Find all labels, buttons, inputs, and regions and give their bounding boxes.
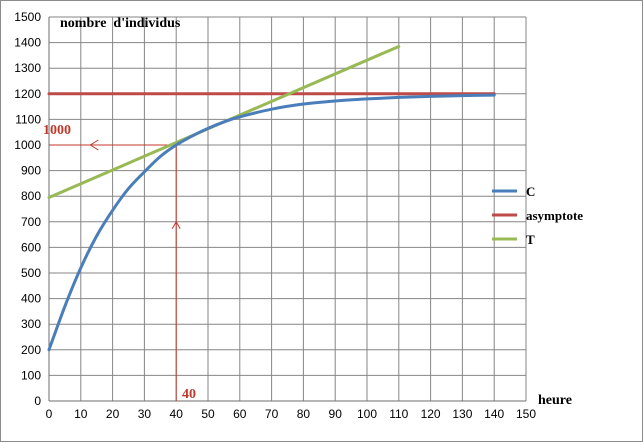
y-tick-labels: 0 100 200 300 400 500 600 700 800 900 1000 1100 1200… (14, 10, 41, 408)
series-lines (47, 44, 496, 352)
y-tick-label: 100 (21, 368, 41, 382)
annotation-up-arrow (171, 220, 181, 230)
y-tick-label: 600 (21, 240, 41, 254)
x-tick-label: 30 (138, 407, 152, 421)
annotation-40-label: 40 (182, 387, 196, 402)
x-tick-label: 10 (74, 407, 88, 421)
y-tick-label: 500 (21, 266, 41, 280)
x-tick-label: 40 (170, 407, 184, 421)
x-tick-label: 50 (201, 407, 215, 421)
x-tick-label: 110 (389, 407, 408, 421)
x-tick-label: 0 (46, 407, 53, 421)
y-tick-label: 1400 (14, 36, 41, 50)
grid (48, 16, 527, 402)
x-tick-label: 150 (516, 407, 536, 421)
y-tick-label: 1200 (14, 87, 41, 101)
legend-label-T: T (526, 232, 535, 247)
x-tick-label: 60 (233, 407, 247, 421)
legend-label-asymptote: asymptote (526, 208, 583, 223)
y-axis-title: nombre d'individus (60, 16, 181, 31)
annotation-lines (49, 139, 181, 401)
y-tick-label: 400 (21, 292, 41, 306)
annotation-left-arrow (89, 139, 99, 151)
y-tick-label: 700 (21, 215, 41, 229)
y-tick-label: 1100 (15, 112, 41, 126)
y-tick-label: 800 (21, 189, 41, 203)
legend-label-C: C (526, 184, 535, 199)
x-tick-label: 130 (452, 407, 472, 421)
x-tick-label: 70 (265, 407, 279, 421)
y-tick-label: 900 (21, 164, 41, 178)
x-axis-title: heure (538, 393, 572, 408)
x-tick-label: 90 (329, 407, 343, 421)
y-tick-label: 1500 (14, 10, 41, 24)
y-tick-label: 0 (34, 394, 41, 408)
x-tick-label: 80 (297, 407, 311, 421)
x-tick-label: 120 (421, 407, 441, 421)
y-tick-label: 1000 (14, 138, 41, 152)
annotation-1000-label: 1000 (43, 123, 71, 138)
x-tick-label: 20 (106, 407, 120, 421)
x-tick-label: 140 (484, 407, 504, 421)
series-line-C (47, 93, 496, 352)
x-tick-label: 100 (357, 407, 377, 421)
y-tick-label: 200 (21, 343, 41, 357)
y-tick-label: 1300 (14, 61, 41, 75)
y-tick-label: 300 (21, 317, 41, 331)
x-tick-labels: 0 10 20 30 40 50 60 70 80 90 100 110 120 130 140 150 (46, 407, 537, 421)
